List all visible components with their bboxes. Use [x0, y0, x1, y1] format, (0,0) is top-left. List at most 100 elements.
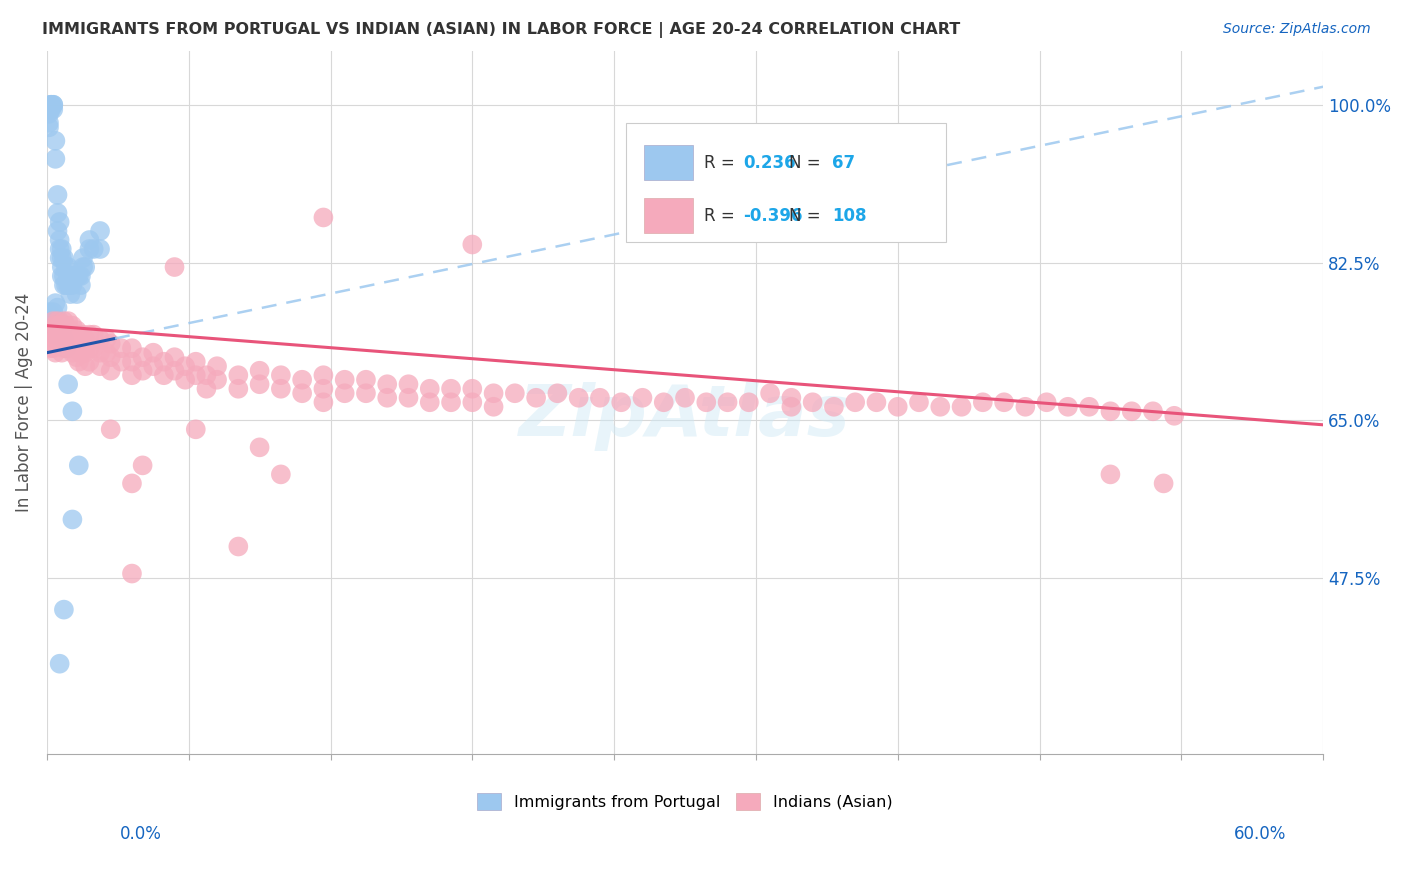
Point — [546, 386, 568, 401]
Text: R =: R = — [703, 207, 740, 225]
Point — [55, 260, 77, 274]
Point — [75, 345, 97, 359]
Point — [865, 395, 887, 409]
Point — [270, 382, 292, 396]
Point — [70, 332, 93, 346]
Point — [652, 395, 675, 409]
Point — [39, 103, 62, 117]
Point — [46, 314, 69, 328]
Point — [695, 395, 717, 409]
Point — [375, 391, 398, 405]
Point — [38, 116, 60, 130]
Point — [44, 345, 66, 359]
Point — [121, 354, 143, 368]
Point — [62, 404, 84, 418]
Point — [44, 314, 66, 328]
Point — [461, 395, 484, 409]
Point — [63, 341, 86, 355]
Point — [461, 382, 484, 396]
Point — [270, 467, 292, 482]
Point — [333, 373, 356, 387]
Point — [38, 323, 60, 337]
Point — [1078, 400, 1101, 414]
Point — [51, 242, 73, 256]
Point — [42, 323, 65, 337]
Point — [48, 242, 70, 256]
Text: N =: N = — [789, 153, 825, 172]
Point — [100, 336, 122, 351]
Point — [89, 224, 111, 238]
Point — [503, 386, 526, 401]
Text: -0.396: -0.396 — [744, 207, 803, 225]
Point — [44, 134, 66, 148]
Point — [79, 233, 101, 247]
Point — [1099, 404, 1122, 418]
Point — [312, 395, 335, 409]
Point — [100, 422, 122, 436]
Point — [67, 268, 90, 283]
Point — [51, 323, 73, 337]
Text: 60.0%: 60.0% — [1234, 825, 1286, 843]
Point — [79, 327, 101, 342]
Point — [270, 368, 292, 383]
Point — [62, 512, 84, 526]
Point — [39, 99, 62, 113]
Point — [72, 327, 94, 342]
Point — [48, 314, 70, 328]
Point — [48, 332, 70, 346]
Point — [174, 359, 197, 374]
Point — [39, 314, 62, 328]
Point — [48, 233, 70, 247]
Point — [46, 301, 69, 315]
Point — [66, 268, 89, 283]
Point — [142, 345, 165, 359]
Point — [83, 341, 105, 355]
Text: ZipAtlas: ZipAtlas — [519, 382, 851, 450]
Point — [419, 395, 441, 409]
Point — [631, 391, 654, 405]
Text: N =: N = — [789, 207, 825, 225]
Point — [51, 345, 73, 359]
Text: R =: R = — [703, 153, 740, 172]
Point — [48, 657, 70, 671]
Point — [461, 237, 484, 252]
Point — [100, 350, 122, 364]
Point — [121, 341, 143, 355]
Point — [44, 152, 66, 166]
Point — [993, 395, 1015, 409]
Point — [46, 314, 69, 328]
Point — [46, 224, 69, 238]
Point — [110, 354, 132, 368]
Point — [55, 341, 77, 355]
Point — [1099, 467, 1122, 482]
Point — [75, 260, 97, 274]
Point — [52, 251, 75, 265]
Point — [42, 103, 65, 117]
Point — [39, 97, 62, 112]
Point — [67, 341, 90, 355]
Point — [46, 327, 69, 342]
Point — [51, 323, 73, 337]
Point — [780, 152, 803, 166]
Point — [89, 242, 111, 256]
Point — [52, 314, 75, 328]
Point — [121, 368, 143, 383]
Text: 108: 108 — [832, 207, 866, 225]
Text: IMMIGRANTS FROM PORTUGAL VS INDIAN (ASIAN) IN LABOR FORCE | AGE 20-24 CORRELATIO: IMMIGRANTS FROM PORTUGAL VS INDIAN (ASIA… — [42, 22, 960, 38]
Point — [67, 458, 90, 473]
Point — [131, 350, 153, 364]
Text: 0.0%: 0.0% — [120, 825, 162, 843]
Point — [440, 382, 463, 396]
Point — [398, 391, 420, 405]
Point — [56, 278, 79, 293]
Point — [1153, 476, 1175, 491]
Point — [55, 332, 77, 346]
Point — [83, 242, 105, 256]
Point — [62, 268, 84, 283]
Point — [52, 268, 75, 283]
Point — [56, 314, 79, 328]
Point — [163, 350, 186, 364]
Point — [110, 341, 132, 355]
Point — [482, 400, 505, 414]
Point — [56, 377, 79, 392]
